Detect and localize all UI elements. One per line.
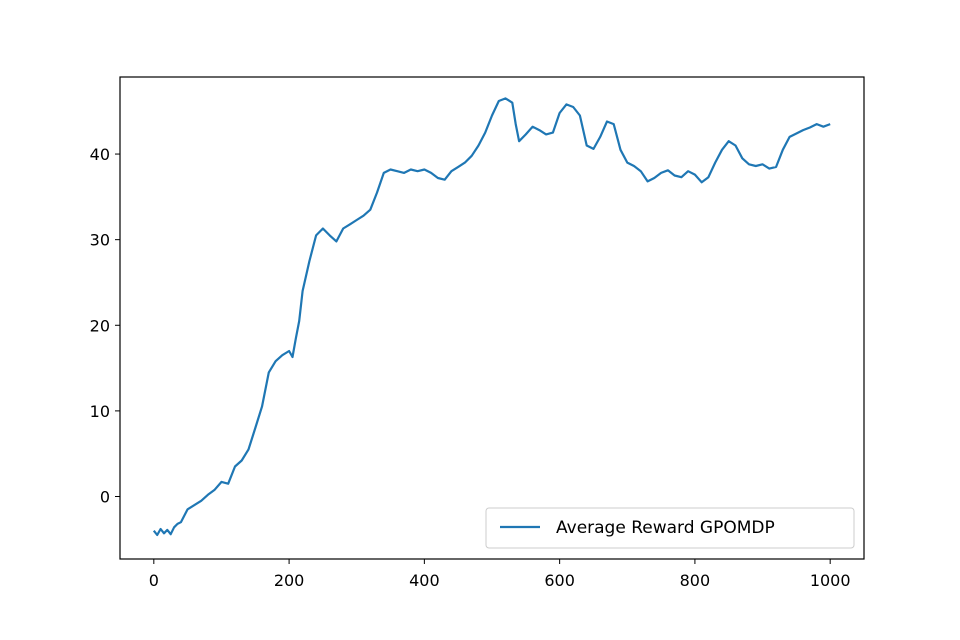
- series-line-0: [152, 97, 831, 537]
- legend: Average Reward GPOMDP: [485, 507, 855, 549]
- y-tick-label: 0: [100, 488, 110, 507]
- x-tick-label: 1000: [810, 571, 851, 590]
- y-axis-ticks: 0 10 20 30 40: [90, 145, 120, 507]
- x-tick-label: 200: [274, 571, 305, 590]
- x-axis-ticks: 0 200 400 600 800 1000: [149, 559, 851, 590]
- x-tick-label: 400: [409, 571, 440, 590]
- legend-box: [485, 507, 855, 549]
- axes-frame: [119, 76, 865, 560]
- legend-label: Average Reward GPOMDP: [556, 518, 775, 538]
- x-tick-label: 600: [544, 571, 575, 590]
- y-tick-label: 30: [90, 231, 110, 250]
- y-tick-label: 10: [90, 402, 110, 421]
- plot-area: [152, 97, 831, 537]
- y-tick-label: 40: [90, 145, 110, 164]
- x-tick-label: 0: [149, 571, 159, 590]
- x-tick-label: 800: [680, 571, 711, 590]
- y-tick-label: 20: [90, 316, 110, 335]
